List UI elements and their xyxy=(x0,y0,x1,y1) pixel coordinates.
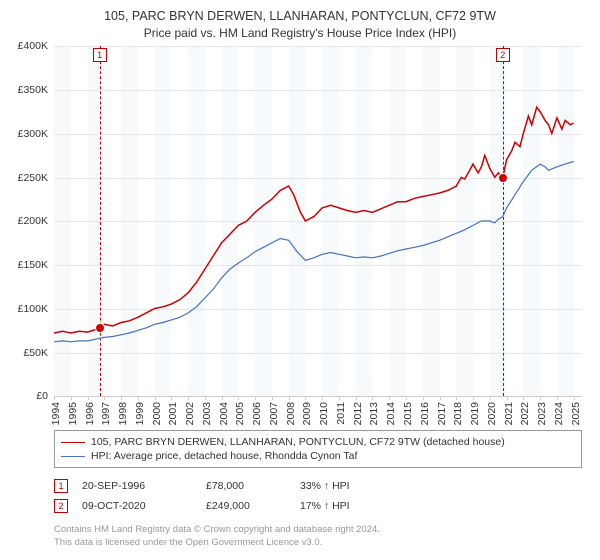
x-axis-label: 2024 xyxy=(553,402,565,425)
x-axis-label: 1997 xyxy=(100,402,112,425)
x-axis-label: 2016 xyxy=(419,402,431,425)
y-axis-label: £0 xyxy=(36,390,48,402)
x-axis-label: 2022 xyxy=(519,402,531,425)
x-axis-label: 1994 xyxy=(50,402,62,425)
x-axis-label: 2020 xyxy=(486,402,498,425)
y-axis-label: £350K xyxy=(18,84,48,96)
x-axis-label: 2018 xyxy=(452,402,464,425)
series-svg xyxy=(54,46,582,396)
x-axis-label: 2008 xyxy=(285,402,297,425)
legend: 105, PARC BRYN DERWEN, LLANHARAN, PONTYC… xyxy=(54,430,582,468)
marker-flag: 2 xyxy=(496,48,510,62)
legend-label: HPI: Average price, detached house, Rhon… xyxy=(91,450,357,462)
x-axis-label: 2004 xyxy=(218,402,230,425)
y-axis-label: £300K xyxy=(18,128,48,140)
y-axis-label: £50K xyxy=(23,347,48,359)
x-axis-label: 2015 xyxy=(402,402,414,425)
x-axis-label: 2006 xyxy=(251,402,263,425)
marker-dot xyxy=(95,323,105,333)
annotation-price: £78,000 xyxy=(206,480,286,492)
legend-swatch xyxy=(61,456,85,457)
x-axis-label: 2014 xyxy=(385,402,397,425)
x-axis-label: 2003 xyxy=(201,402,213,425)
x-axis-label: 2017 xyxy=(436,402,448,425)
x-axis-label: 2019 xyxy=(469,402,481,425)
marker-dot xyxy=(498,173,508,183)
x-axis-label: 2002 xyxy=(184,402,196,425)
x-axis-label: 2010 xyxy=(318,402,330,425)
annotation-hpi: 17% ↑ HPI xyxy=(300,500,582,512)
x-axis-label: 2023 xyxy=(536,402,548,425)
x-axis-label: 2025 xyxy=(570,402,582,425)
annotation-date: 09-OCT-2020 xyxy=(82,500,192,512)
series-line xyxy=(54,108,574,334)
footer-line: This data is licensed under the Open Gov… xyxy=(54,537,582,549)
x-axis-label: 1996 xyxy=(84,402,96,425)
x-axis-label: 1995 xyxy=(67,402,79,425)
x-axis-label: 2007 xyxy=(268,402,280,425)
y-axis-label: £250K xyxy=(18,172,48,184)
legend-item: 105, PARC BRYN DERWEN, LLANHARAN, PONTYC… xyxy=(61,435,575,449)
chart-container: 105, PARC BRYN DERWEN, LLANHARAN, PONTYC… xyxy=(0,0,600,560)
legend-swatch xyxy=(61,442,85,443)
x-axis-label: 2000 xyxy=(151,402,163,425)
y-axis-label: £400K xyxy=(18,40,48,52)
marker-flag: 1 xyxy=(93,48,107,62)
annotation-row: 1 20-SEP-1996 £78,000 33% ↑ HPI xyxy=(54,476,582,496)
chart-subtitle: Price paid vs. HM Land Registry's House … xyxy=(14,26,586,40)
series-line xyxy=(54,162,574,342)
legend-item: HPI: Average price, detached house, Rhon… xyxy=(61,449,575,463)
x-axis-label: 2001 xyxy=(167,402,179,425)
chart-title: 105, PARC BRYN DERWEN, LLANHARAN, PONTYC… xyxy=(14,8,586,24)
x-axis-label: 2012 xyxy=(352,402,364,425)
annotation-date: 20-SEP-1996 xyxy=(82,480,192,492)
annotation-price: £249,000 xyxy=(206,500,286,512)
annotation-hpi: 33% ↑ HPI xyxy=(300,480,582,492)
x-axis-label: 2005 xyxy=(234,402,246,425)
annotation-row: 2 09-OCT-2020 £249,000 17% ↑ HPI xyxy=(54,496,582,516)
x-axis xyxy=(54,396,582,397)
x-axis-label: 2013 xyxy=(368,402,380,425)
plot-area: £0£50K£100K£150K£200K£250K£300K£350K£400… xyxy=(54,46,582,396)
x-axis-label: 2021 xyxy=(503,402,515,425)
annotation-id-box: 2 xyxy=(54,499,68,513)
x-axis-label: 2009 xyxy=(301,402,313,425)
footer-note: Contains HM Land Registry data © Crown c… xyxy=(54,524,582,549)
y-axis-label: £100K xyxy=(18,303,48,315)
x-axis-label: 2011 xyxy=(335,402,347,425)
x-axis-label: 1998 xyxy=(117,402,129,425)
y-axis-label: £200K xyxy=(18,215,48,227)
footer-line: Contains HM Land Registry data © Crown c… xyxy=(54,524,582,536)
legend-label: 105, PARC BRYN DERWEN, LLANHARAN, PONTYC… xyxy=(91,436,505,448)
x-axis-label: 1999 xyxy=(134,402,146,425)
annotation-table: 1 20-SEP-1996 £78,000 33% ↑ HPI 2 09-OCT-2020… xyxy=(54,476,582,516)
y-axis-label: £150K xyxy=(18,259,48,271)
annotation-id-box: 1 xyxy=(54,479,68,493)
